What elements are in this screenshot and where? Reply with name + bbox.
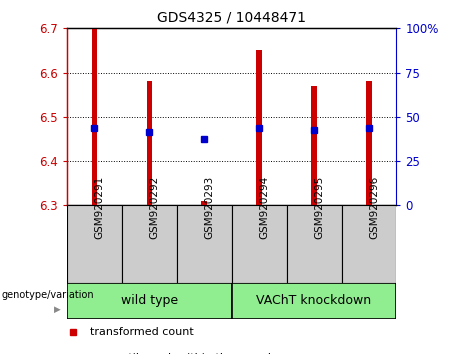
Bar bbox=[342, 205, 396, 283]
Text: wild type: wild type bbox=[121, 295, 178, 307]
Text: transformed count: transformed count bbox=[90, 327, 194, 337]
Bar bbox=[366, 81, 372, 205]
Title: GDS4325 / 10448471: GDS4325 / 10448471 bbox=[157, 10, 306, 24]
Text: GSM920291: GSM920291 bbox=[95, 176, 104, 239]
Text: GSM920294: GSM920294 bbox=[259, 176, 269, 239]
Bar bbox=[92, 28, 97, 205]
Text: GSM920295: GSM920295 bbox=[314, 176, 324, 239]
Bar bbox=[67, 283, 231, 319]
Bar bbox=[201, 201, 207, 205]
Bar bbox=[256, 51, 262, 205]
Text: genotype/variation: genotype/variation bbox=[1, 290, 94, 299]
Bar bbox=[311, 86, 317, 205]
Bar bbox=[287, 205, 342, 283]
Bar bbox=[122, 205, 177, 283]
Text: GSM920293: GSM920293 bbox=[204, 176, 214, 239]
Text: VAChT knockdown: VAChT knockdown bbox=[256, 295, 372, 307]
Text: percentile rank within the sample: percentile rank within the sample bbox=[90, 353, 278, 354]
Text: GSM920292: GSM920292 bbox=[149, 176, 159, 239]
Bar bbox=[231, 205, 287, 283]
Bar bbox=[231, 283, 396, 319]
Bar bbox=[147, 81, 152, 205]
Bar bbox=[67, 205, 122, 283]
Bar bbox=[177, 205, 231, 283]
Text: GSM920296: GSM920296 bbox=[369, 176, 379, 239]
